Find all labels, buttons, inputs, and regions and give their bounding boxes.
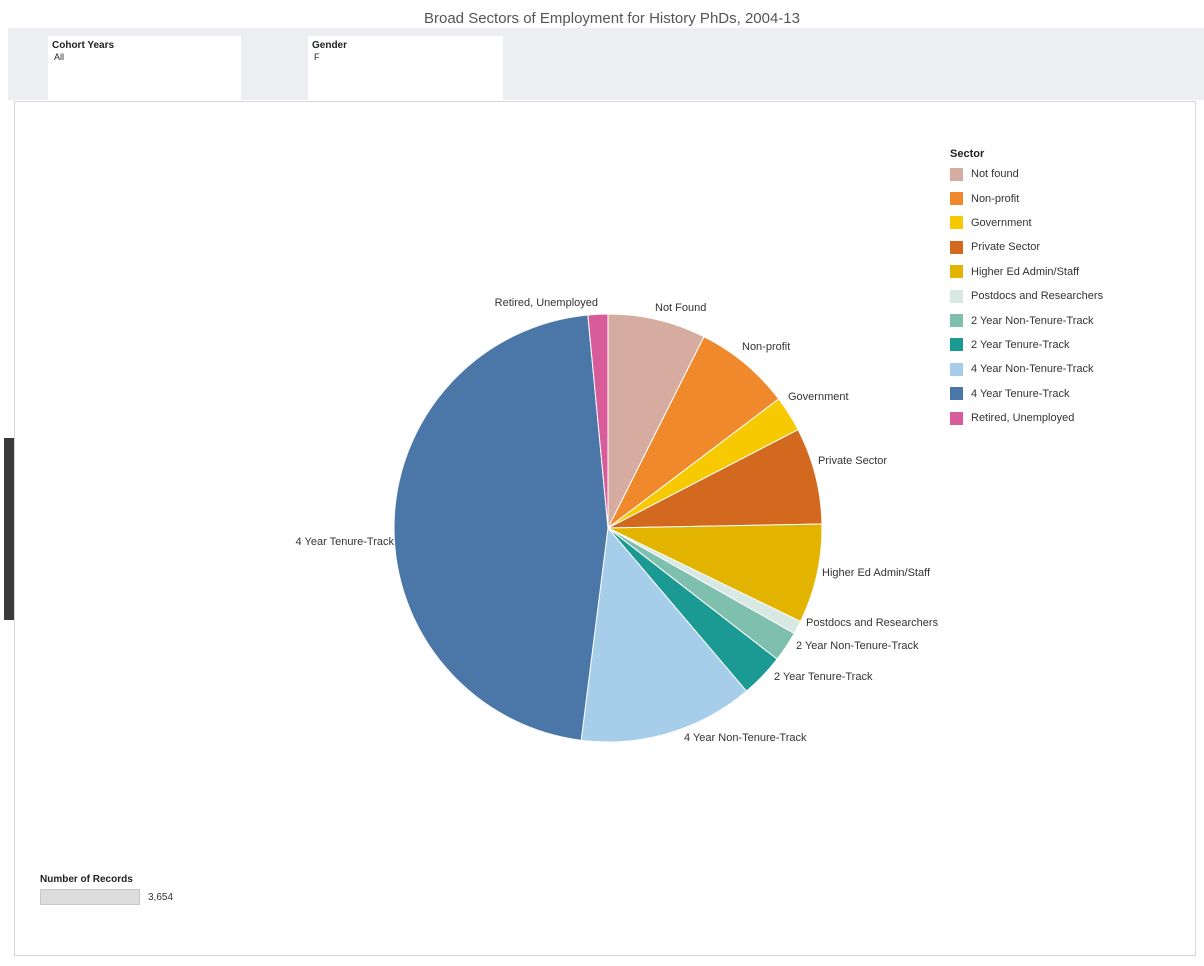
legend-title: Sector [950,148,985,160]
legend-label: 4 Year Non-Tenure-Track [971,363,1094,376]
number-of-records: Number of Records 3,654 [40,874,173,905]
legend-label: 2 Year Tenure-Track [971,338,1070,351]
slice-label: Government [788,391,849,403]
legend-label: Not found [971,168,1019,181]
legend-item[interactable]: Non-profit [950,186,1150,210]
legend: Sector Not found Non-profit Government Priv… [950,148,1150,430]
filter-bar: Cohort Years All Gender F [8,28,1204,102]
records-value: 3,654 [148,891,174,903]
records-bar [40,889,140,905]
slice-label: Higher Ed Admin/Staff [822,567,931,579]
pie-slice[interactable] [607,313,705,529]
slice-label: 2 Year Tenure-Track [774,671,873,683]
pie-slice[interactable] [580,526,748,743]
legend-item[interactable]: Private Sector [950,235,1150,259]
legend-item[interactable]: Higher Ed Admin/Staff [950,260,1150,284]
slice-label: 4 Year Tenure-Track [296,536,395,548]
pie-slice[interactable] [587,313,609,529]
pie-slice[interactable] [607,428,823,529]
side-scroll-handle[interactable] [4,438,14,620]
cohort-years-filter[interactable]: Cohort Years All [48,36,241,102]
legend-swatch [950,387,963,401]
slice-label: 4 Year Non-Tenure-Track [684,732,807,744]
legend-item[interactable]: 2 Year Tenure-Track [950,333,1150,357]
legend-swatch [950,265,963,279]
cohort-years-value[interactable]: All [54,52,65,62]
legend-swatch [950,289,963,303]
legend-label: 2 Year Non-Tenure-Track [971,314,1094,327]
pie-slice[interactable] [393,314,609,741]
slice-label: Non-profit [742,341,790,353]
legend-label: Retired, Unemployed [971,412,1075,425]
gender-filter[interactable]: Gender F [308,36,503,102]
legend-item[interactable]: Not found [950,162,1150,186]
records-label: Number of Records [40,874,133,885]
cohort-years-label: Cohort Years [52,40,115,51]
slice-label: Postdocs and Researchers [806,617,939,629]
legend-label: Postdocs and Researchers [971,290,1104,303]
legend-swatch [950,216,963,230]
slice-label: Not Found [655,302,706,314]
legend-item[interactable]: Government [950,211,1150,235]
pie-slice[interactable] [607,523,823,623]
page-title: Broad Sectors of Employment for History … [424,10,800,27]
legend-label: Private Sector [971,241,1041,254]
legend-item[interactable]: Retired, Unemployed [950,406,1150,430]
legend-label: Non-profit [971,192,1020,205]
legend-swatch [950,362,963,376]
legend-label: Higher Ed Admin/Staff [971,265,1080,278]
gender-label: Gender [312,40,348,51]
legend-label: 4 Year Tenure-Track [971,387,1070,400]
legend-swatch [950,338,963,352]
legend-item[interactable]: 4 Year Tenure-Track [950,382,1150,406]
gender-value[interactable]: F [314,52,320,62]
legend-swatch [950,240,963,254]
slice-label: Retired, Unemployed [495,297,598,309]
legend-item[interactable]: Postdocs and Researchers [950,284,1150,308]
legend-swatch [950,192,963,206]
legend-label: Government [971,216,1032,229]
pie-slice[interactable] [607,336,780,529]
legend-swatch [950,314,963,328]
legend-item[interactable]: 4 Year Non-Tenure-Track [950,357,1150,381]
legend-swatch [950,411,963,425]
legend-item[interactable]: 2 Year Non-Tenure-Track [950,308,1150,332]
slice-label: Private Sector [818,455,887,467]
slice-label: 2 Year Non-Tenure-Track [796,640,919,652]
legend-swatch [950,167,963,181]
